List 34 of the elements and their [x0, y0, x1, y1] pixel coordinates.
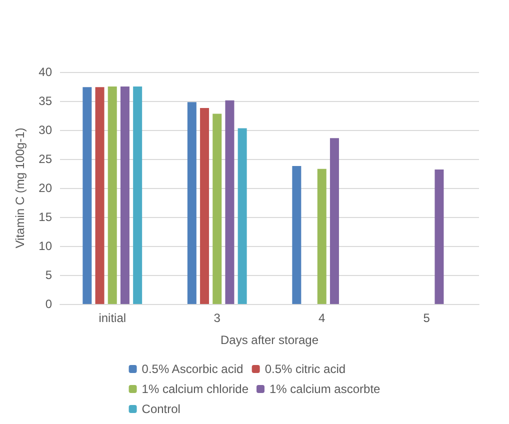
bar: [82, 87, 92, 304]
legend-label: 1% calcium chloride: [142, 382, 249, 396]
y-tick-label: 15: [38, 210, 52, 224]
x-axis-title: Days after storage: [220, 333, 319, 347]
bar: [133, 86, 142, 304]
x-tick-label: initial: [98, 311, 126, 325]
bar: [120, 86, 130, 304]
bar: [434, 169, 444, 304]
bar: [95, 87, 104, 304]
y-tick-label: 20: [38, 181, 52, 195]
y-tick-label: 10: [38, 239, 52, 253]
y-tick-label: 25: [38, 152, 52, 166]
legend-label: 0.5% Ascorbic acid: [142, 362, 244, 376]
x-tick-label: 5: [423, 311, 430, 325]
y-tick-label: 35: [38, 94, 52, 108]
bar: [330, 138, 339, 304]
legend-label: Control: [142, 402, 180, 416]
bar: [212, 114, 222, 304]
bar: [238, 128, 247, 304]
legend-label: 1% calcium ascorbte: [270, 382, 381, 396]
bar: [200, 108, 210, 304]
y-tick-label: 40: [38, 65, 52, 79]
bar: [292, 166, 302, 304]
x-tick-label: 3: [214, 311, 221, 325]
bar: [225, 100, 234, 304]
x-tick-label: 4: [318, 311, 326, 325]
y-tick-label: 5: [45, 268, 52, 282]
y-axis-title: Vitamin C (mg 100g-1): [13, 128, 27, 248]
y-tick-label: 30: [38, 123, 52, 137]
bar: [317, 168, 326, 304]
bar: [187, 102, 196, 304]
bar: [108, 86, 117, 304]
legend-label: 0.5% citric acid: [264, 362, 346, 376]
y-tick-label: 0: [45, 297, 52, 311]
